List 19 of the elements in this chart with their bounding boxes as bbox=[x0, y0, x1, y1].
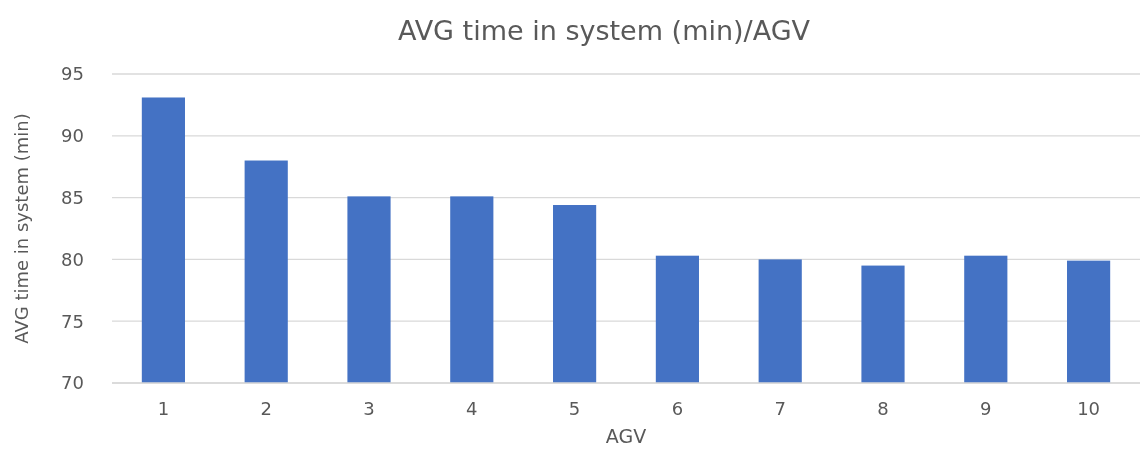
x-tick-label: 7 bbox=[774, 398, 786, 419]
y-tick-label: 70 bbox=[61, 372, 84, 394]
x-tick-label: 1 bbox=[157, 398, 170, 419]
y-tick-label: 75 bbox=[61, 310, 84, 332]
x-tick-label: 10 bbox=[1077, 398, 1101, 419]
x-axis-title: AGV bbox=[605, 425, 647, 447]
x-tick-label: 6 bbox=[671, 398, 684, 419]
y-tick-label: 85 bbox=[61, 186, 84, 208]
x-tick-label: 5 bbox=[568, 398, 581, 419]
y-axis-title: AVG time in system (min) bbox=[11, 113, 32, 344]
x-tick-label: 9 bbox=[980, 398, 992, 419]
x-tick-label: 8 bbox=[877, 398, 889, 419]
y-tick-label: 90 bbox=[61, 125, 84, 147]
x-tick-label: 4 bbox=[466, 398, 478, 419]
chart-title: AVG time in system (min)/AGV bbox=[397, 15, 811, 46]
y-tick-label: 80 bbox=[61, 248, 84, 270]
x-tick-label: 2 bbox=[260, 398, 272, 419]
x-tick-label: 3 bbox=[363, 398, 375, 419]
y-tick-label: 95 bbox=[61, 63, 84, 85]
